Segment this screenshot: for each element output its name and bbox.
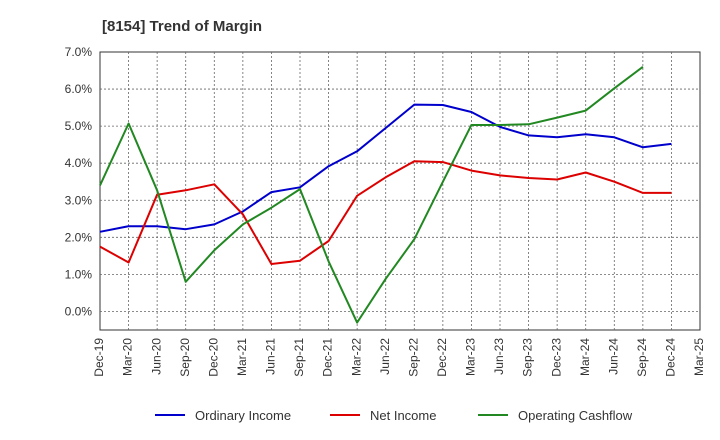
y-tick-label: 5.0%	[65, 119, 93, 133]
legend-label: Operating Cashflow	[518, 408, 633, 423]
x-tick-label: Dec-19	[92, 338, 106, 377]
x-tick-label: Dec-22	[435, 338, 449, 377]
x-tick-label: Sep-22	[406, 338, 420, 377]
gridlines	[100, 52, 700, 330]
x-tick-label: Mar-23	[464, 338, 478, 376]
series-lines	[99, 66, 672, 324]
series-line	[99, 103, 672, 233]
series-line	[99, 160, 672, 265]
x-tick-label: Jun-20	[149, 338, 163, 375]
x-tick-label: Mar-20	[121, 338, 135, 376]
x-tick-label: Dec-20	[206, 338, 220, 377]
x-tick-label: Jun-22	[378, 338, 392, 375]
x-tick-label: Sep-24	[635, 338, 649, 377]
x-tick-label: Sep-21	[292, 338, 306, 377]
y-tick-label: 1.0%	[65, 267, 93, 281]
x-tick-label: Sep-23	[521, 338, 535, 377]
x-tick-label: Mar-21	[235, 338, 249, 376]
x-axis: Dec-19 Mar-20 Jun-20 Sep-20 Dec-20 Mar-21 Jun-…	[92, 338, 706, 377]
x-tick-label: Sep-20	[178, 338, 192, 377]
y-tick-label: 3.0%	[65, 193, 93, 207]
x-tick-label: Mar-24	[578, 338, 592, 376]
y-axis: 7.0% 6.0% 5.0% 4.0% 3.0% 2.0% 1.0% 0.0%	[65, 45, 93, 318]
y-tick-label: 4.0%	[65, 156, 93, 170]
series-line	[99, 66, 644, 324]
y-tick-label: 0.0%	[65, 304, 93, 318]
y-tick-label: 6.0%	[65, 82, 93, 96]
x-tick-label: Mar-22	[349, 338, 363, 376]
x-tick-label: Jun-23	[492, 338, 506, 375]
x-tick-label: Dec-21	[321, 338, 335, 377]
y-tick-label: 2.0%	[65, 230, 93, 244]
legend-label: Net Income	[370, 408, 436, 423]
x-tick-label: Jun-21	[264, 338, 278, 375]
legend-label: Ordinary Income	[195, 408, 291, 423]
x-tick-label: Mar-25	[692, 338, 706, 376]
y-tick-label: 7.0%	[65, 45, 93, 59]
chart-title: [8154] Trend of Margin	[102, 18, 262, 35]
plot-area	[99, 51, 701, 331]
x-tick-label: Jun-24	[606, 338, 620, 375]
legend: Ordinary Income Net Income Operating Cashf…	[155, 408, 633, 423]
plot-frame	[99, 51, 701, 331]
x-tick-label: Dec-23	[549, 338, 563, 377]
x-tick-label: Dec-24	[664, 338, 678, 377]
